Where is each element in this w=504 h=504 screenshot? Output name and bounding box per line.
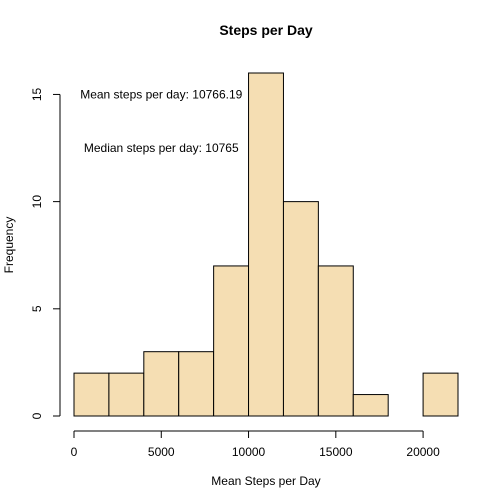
- y-axis-label: Frequency: [2, 217, 16, 274]
- annotations-group: Mean steps per day: 10766.19 Median steps…: [80, 87, 242, 155]
- histogram-bar: [143, 351, 180, 417]
- y-tick-label: 0: [30, 412, 44, 419]
- y-tick-label: 5: [30, 305, 44, 312]
- bars-group: [73, 72, 459, 417]
- histogram-bar: [178, 351, 215, 417]
- x-axis-label: Mean Steps per Day: [211, 474, 320, 488]
- x-tick-label: 0: [71, 445, 78, 459]
- histogram-bar: [248, 72, 284, 417]
- y-tick-label: 10: [30, 195, 44, 209]
- x-tick-label: 10000: [232, 445, 266, 459]
- x-tick-label: 20000: [406, 445, 440, 459]
- histogram-bar: [108, 372, 145, 417]
- histogram-bar: [213, 265, 250, 417]
- histogram-bar: [422, 372, 459, 417]
- histogram-bar: [282, 201, 319, 417]
- annotation-text: Median steps per day: 10765: [84, 141, 239, 155]
- histogram-bar: [317, 265, 354, 417]
- y-tick-label: 15: [30, 87, 44, 101]
- annotation-text: Mean steps per day: 10766.19: [80, 87, 242, 101]
- y-axis: 0 5 10 15: [30, 87, 61, 419]
- x-axis: 0 5000 10000 15000 20000: [71, 430, 440, 459]
- chart-title: Steps per Day: [219, 22, 313, 38]
- x-tick-label: 5000: [148, 445, 175, 459]
- histogram-bar: [73, 372, 110, 417]
- x-tick-label: 15000: [319, 445, 353, 459]
- histogram-bar: [352, 394, 389, 417]
